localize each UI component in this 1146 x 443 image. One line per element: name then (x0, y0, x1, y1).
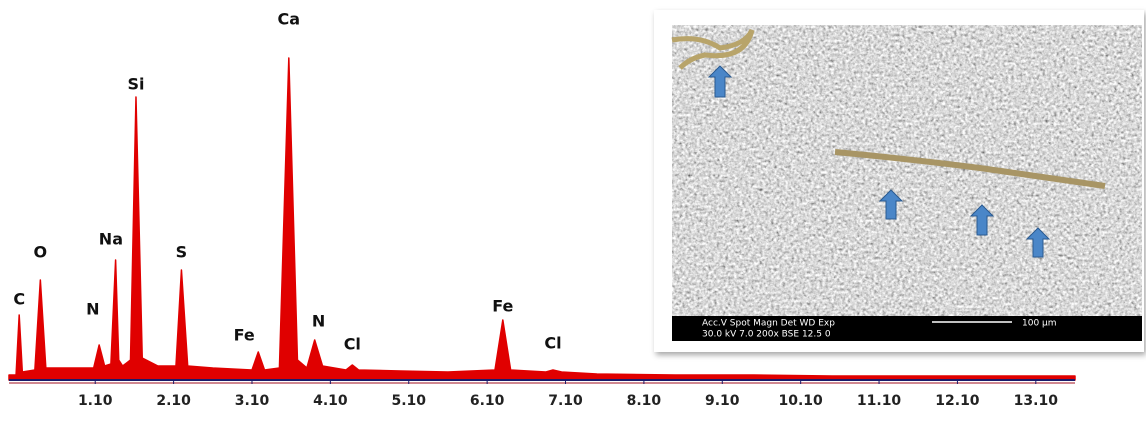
x-tick-label: 1.10 (78, 393, 113, 409)
x-tick-label: 10.10 (779, 393, 824, 409)
spectrum-area (8, 57, 1076, 381)
peak-label: Si (127, 75, 144, 94)
fiber (671, 28, 755, 70)
x-tick-label: 2.10 (156, 393, 191, 409)
peak-label: Fe (492, 297, 513, 316)
peak-label: N (312, 312, 325, 331)
x-tick-label: 9.10 (705, 393, 740, 409)
info-values: 30.0 kV 7.0 200x BSE 12.5 0 (702, 330, 831, 340)
peak-label: N (86, 300, 99, 319)
x-tick-label: 7.10 (548, 393, 583, 409)
info-bar (672, 316, 1142, 341)
peak-label: Cl (344, 335, 361, 354)
x-tick-label: 12.10 (935, 393, 980, 409)
x-tick-label: 11.10 (857, 393, 902, 409)
arrows (707, 65, 1051, 258)
peak-label: Fe (234, 326, 255, 345)
peak-label: C (13, 290, 25, 309)
x-tick-label: 3.10 (235, 393, 270, 409)
peak-label: S (176, 243, 188, 262)
sem-inset: Acc.V Spot Magn Det WD Exp 30.0 kV 7.0 2… (654, 10, 1144, 352)
x-tick-label: 6.10 (470, 393, 505, 409)
info-header: Acc.V Spot Magn Det WD Exp (702, 319, 835, 329)
peak-label: O (34, 243, 48, 262)
peak-label: Na (99, 230, 123, 249)
x-tick-label: 8.10 (627, 393, 662, 409)
x-tick-label: 4.10 (313, 393, 348, 409)
scale-label: 100 µm (1022, 319, 1057, 329)
spectrum-plot: 1.10 2.10 3.10 4.10 5.10 6.10 7.10 8.10 9.10 10.1… (8, 10, 1076, 409)
peak-label: Ca (278, 10, 301, 29)
x-tick-label: 5.10 (391, 393, 426, 409)
x-tick-label: 13.10 (1014, 393, 1059, 409)
peak-label: Cl (544, 334, 561, 353)
fiber (834, 149, 1106, 189)
